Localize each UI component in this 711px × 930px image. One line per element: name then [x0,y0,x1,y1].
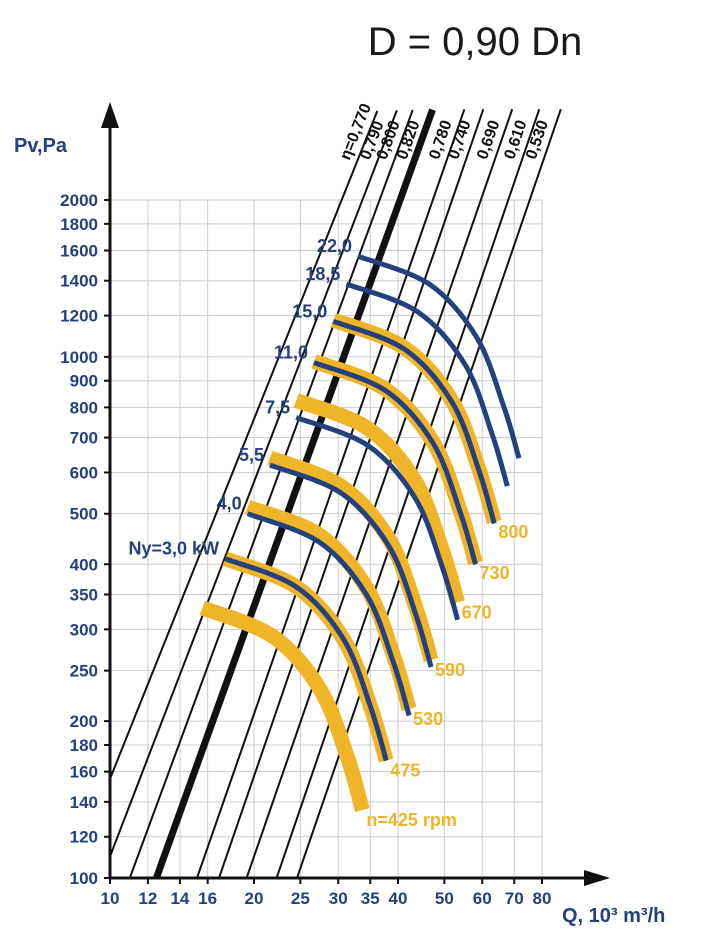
speed-label-2: 530 [413,709,443,729]
speed-label-5: 730 [480,563,510,583]
axes [101,102,610,886]
y-tick-label-19: 1800 [60,215,98,234]
power-curve-1 [246,511,412,717]
y-tick-label-6: 250 [70,662,98,681]
efficiency-line-4 [196,109,466,879]
chart-title: D = 0,90 Dn [368,20,583,64]
x-tick-label-6: 30 [329,889,348,908]
y-tick-label-4: 180 [70,736,98,755]
y-tick-label-11: 600 [70,463,98,482]
efficiency-line-0 [109,110,379,780]
y-tick-label-9: 400 [70,555,98,574]
y-tick-label-13: 800 [70,398,98,417]
y-axis-arrow [101,102,119,128]
x-tick-label-4: 20 [245,889,264,908]
efficiency-line-6 [245,108,514,879]
efficiency-lines [109,108,562,880]
x-tick-label-5: 25 [291,889,310,908]
y-tick-label-17: 1400 [60,272,98,291]
x-tick-label-11: 70 [505,889,524,908]
speed-label-6: 800 [498,522,528,542]
speed-label-3: 590 [435,660,465,680]
power-label-7: 22,0 [317,236,352,256]
y-tick-label-0: 100 [70,869,98,888]
power-curve-7 [357,253,522,459]
y-tick-label-18: 1600 [60,242,98,261]
x-axis-label: Q, 10³ m³/h [562,905,665,927]
y-tick-label-12: 700 [70,429,98,448]
power-label-5: 15,0 [292,301,327,321]
x-tick-label-1: 12 [138,889,157,908]
y-tick-label-2: 140 [70,793,98,812]
x-tick-label-3: 16 [198,889,217,908]
power-label-2: 5,5 [239,445,264,465]
y-tick-label-14: 900 [70,372,98,391]
power-label-1: 4,0 [217,494,242,514]
power-label-4: 11,0 [274,343,308,363]
y-axis-label: Pv,Pa [14,135,68,157]
speed-curve-0 [199,600,370,813]
efficiency-line-2 [128,109,414,879]
efficiency-line-7 [275,108,541,879]
power-curve-5 [332,318,497,525]
x-tick-label-2: 14 [170,889,189,908]
y-tick-label-20: 2000 [60,191,98,210]
efficiency-line-3 [153,108,436,880]
y-tick-label-1: 120 [70,828,98,847]
tick-labels: 10 12 14 16 20 25 30 35 40 50 60 70 80 100 120 140 160 18… [60,191,551,908]
power-curve-2 [269,462,434,668]
y-tick-label-10: 500 [70,505,98,524]
x-tick-label-0: 10 [101,889,120,908]
power-label-0: Ny=3,0 kW [129,539,220,559]
power-curves [224,253,522,762]
y-tick-label-8: 350 [70,585,98,604]
power-curve-6 [345,281,510,487]
y-tick-label-15: 1000 [60,348,98,367]
x-tick-label-10: 60 [473,889,492,908]
y-tick-label-3: 160 [70,763,98,782]
power-curve-4 [313,360,478,565]
x-axis-arrow [584,870,610,886]
x-tick-label-12: 80 [533,889,552,908]
power-label-3: 7,5 [265,398,290,418]
power-curve-3 [295,415,461,621]
x-tick-label-7: 35 [361,889,380,908]
speed-label-1: 475 [390,761,420,781]
speed-label-4: 670 [462,602,492,622]
y-tick-label-5: 200 [70,712,98,731]
power-curve-0 [224,556,389,762]
x-tick-label-8: 40 [389,889,408,908]
x-tick-label-9: 50 [435,889,454,908]
efficiency-line-1 [109,110,398,857]
speed-curve-4 [293,393,465,605]
speed-label-0: n=425 rpm [366,810,457,830]
y-tick-label-7: 300 [70,620,98,639]
y-tick-label-16: 1200 [60,307,98,326]
power-label-6: 18,5 [305,264,340,284]
